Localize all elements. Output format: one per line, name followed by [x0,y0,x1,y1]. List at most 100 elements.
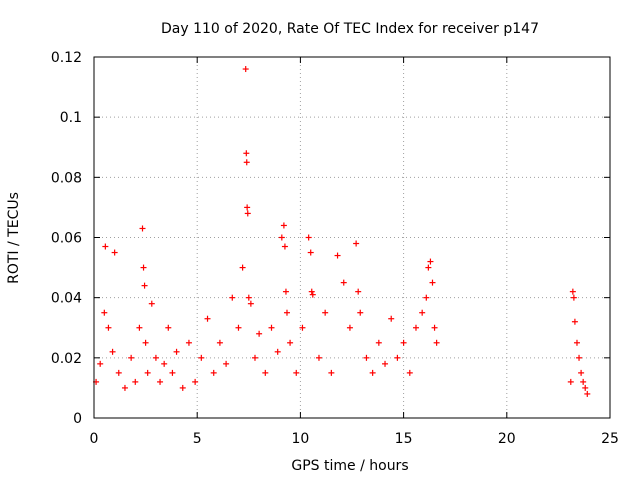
data-point [281,243,288,250]
data-point [142,339,149,346]
data-point [307,249,314,256]
data-point [185,339,192,346]
data-point [268,324,275,331]
data-point [243,150,250,157]
data-point [328,369,335,376]
data-point [584,390,591,397]
data-point [340,279,347,286]
data-point [322,309,329,316]
data-point [132,378,139,385]
data-point [299,324,306,331]
data-point [573,339,580,346]
data-point [102,243,109,250]
data-point [382,360,389,367]
data-point [567,378,574,385]
data-point [582,384,589,391]
x-tick-label: 5 [193,431,202,447]
data-point [111,249,118,256]
y-tick-label: 0.08 [51,170,82,186]
y-tick-label: 0.1 [60,110,82,126]
data-point [244,204,251,211]
data-point [369,369,376,376]
gridlines [94,57,610,418]
data-point [101,309,108,316]
data-point [121,384,128,391]
data-point [580,378,587,385]
x-tick-label: 20 [498,431,516,447]
data-point [140,264,147,271]
data-point [578,369,585,376]
data-point [105,324,112,331]
data-point [204,315,211,322]
y-tick-labels: 0 0.02 0.04 0.06 0.08 0.1 0.12 [51,50,82,427]
y-tick-label: 0.02 [51,351,82,367]
data-point [334,252,341,259]
data-points [93,66,591,397]
data-point [247,300,254,307]
data-point [243,159,250,166]
data-point [192,378,199,385]
data-point [406,369,413,376]
data-point [394,354,401,361]
data-point [235,324,242,331]
data-point [173,348,180,355]
data-point [375,339,382,346]
data-point [571,318,578,325]
data-point [423,294,430,301]
data-point [229,294,236,301]
x-tick-label: 0 [90,431,99,447]
data-point [282,288,289,295]
y-tick-label: 0 [73,411,82,427]
data-point [139,225,146,232]
data-point [169,369,176,376]
data-point [431,324,438,331]
data-point [293,369,300,376]
data-point [245,294,252,301]
data-point [363,354,370,361]
data-point [144,369,151,376]
x-tick-label: 25 [601,431,619,447]
y-tick-label: 0.04 [51,291,82,307]
data-point [256,330,263,337]
data-point [287,339,294,346]
data-point [274,348,281,355]
data-point [148,300,155,307]
data-point [136,324,143,331]
data-point [115,369,122,376]
data-point [109,348,116,355]
data-point [242,66,249,73]
data-point [433,339,440,346]
data-point [128,354,135,361]
data-point [216,339,223,346]
data-point [161,360,168,367]
data-point [353,240,360,247]
data-point [315,354,322,361]
data-point [179,384,186,391]
data-point [576,354,583,361]
x-tick-labels: 0 5 10 15 20 25 [90,431,619,447]
data-point [97,360,104,367]
data-point [165,324,172,331]
data-point [569,288,576,295]
data-point [388,315,395,322]
data-point [427,258,434,265]
x-axis-label: GPS time / hours [291,458,408,474]
data-point [425,264,432,271]
data-point [305,234,312,241]
data-point [280,222,287,229]
data-point [152,354,159,361]
data-point [278,234,285,241]
data-point [309,291,316,298]
data-point [141,282,148,289]
data-point [355,288,362,295]
data-point [198,354,205,361]
y-tick-label: 0.12 [51,50,82,66]
data-point [251,354,258,361]
data-point [157,378,164,385]
x-tick-label: 15 [395,431,413,447]
data-point [223,360,230,367]
axis-ticks [93,56,611,419]
data-point [419,309,426,316]
data-point [429,279,436,286]
